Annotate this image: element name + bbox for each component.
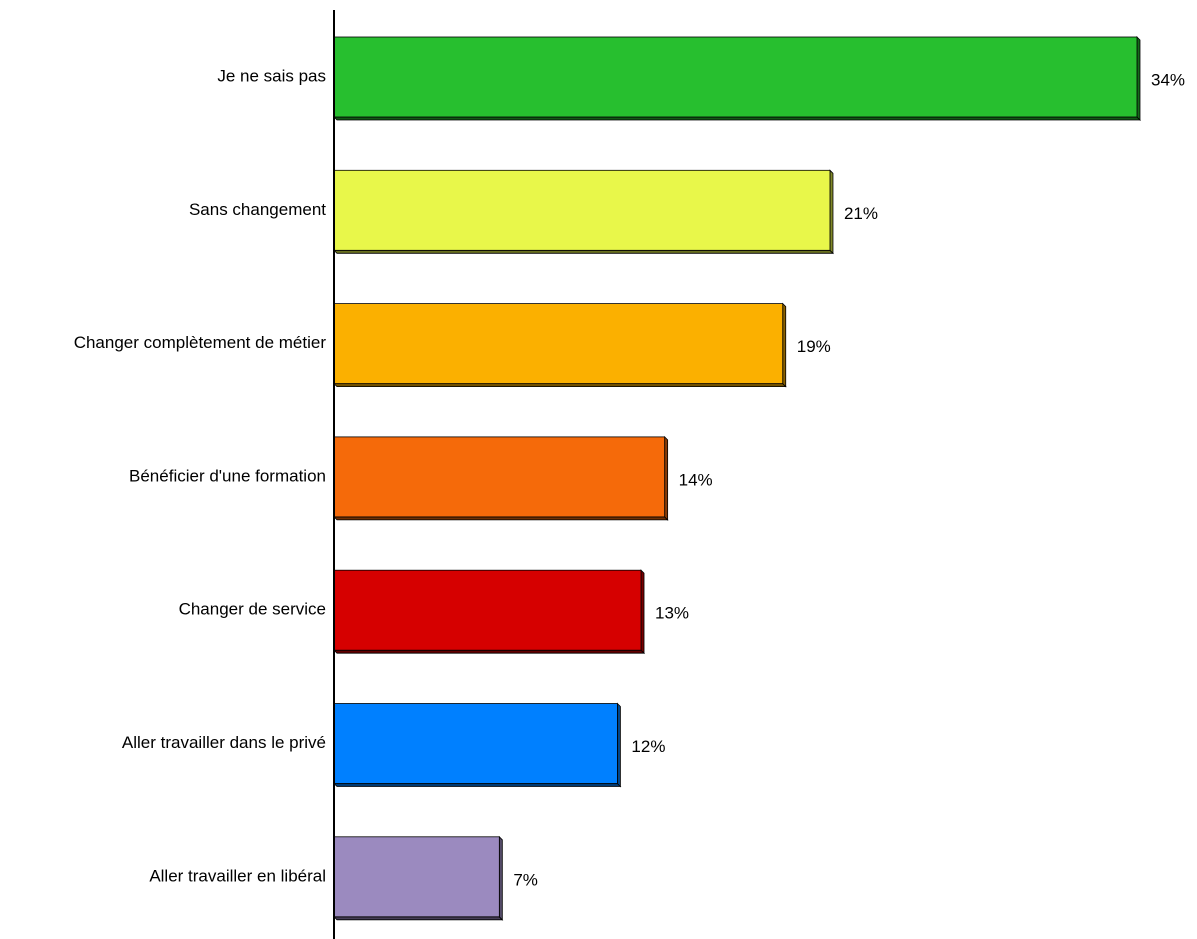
bar-group: Je ne sais pas 34% [217, 36, 1185, 121]
value-label: 7% [513, 870, 538, 889]
bar [333, 436, 666, 518]
category-label: Aller travailler dans le privé [122, 733, 326, 752]
bar-bottom [333, 783, 622, 787]
bar [333, 169, 831, 251]
category-label: Bénéficier d'une formation [129, 466, 326, 485]
bar-bottom [333, 649, 645, 654]
bar-side [617, 702, 621, 788]
bar-bottom [333, 249, 834, 254]
bar-group: Bénéficier d'une formation 14% [129, 435, 713, 521]
bar-side [640, 569, 645, 655]
bar [333, 836, 500, 918]
bar-bottom [333, 383, 787, 388]
value-label: 19% [797, 337, 831, 356]
bar-side [498, 835, 503, 921]
value-label: 12% [631, 737, 665, 756]
bar-side [782, 302, 787, 388]
category-label: Changer de service [179, 600, 326, 619]
bar-group: Changer de service 13% [179, 569, 689, 655]
value-label: 21% [844, 204, 878, 223]
bar [333, 36, 1138, 118]
category-label: Changer complètement de métier [74, 333, 327, 352]
category-label: Je ne sais pas [217, 66, 326, 85]
value-label: 14% [679, 470, 713, 489]
bar-group: Aller travailler en libéral 7% [149, 835, 538, 921]
bars-layer: Je ne sais pas 34% Sans changement 21% Chang… [74, 36, 1185, 921]
category-label: Sans changement [189, 200, 326, 219]
bar-group: Aller travailler dans le privé 12% [122, 702, 665, 788]
bar-side [829, 169, 834, 255]
bar-side [664, 435, 669, 521]
bar-group: Sans changement 21% [189, 169, 878, 255]
value-label: 34% [1151, 70, 1185, 89]
bar-group: Changer complètement de métier 19% [74, 302, 831, 388]
category-label: Aller travailler en libéral [149, 866, 326, 885]
bar-bottom [333, 116, 1141, 121]
bar [333, 303, 784, 385]
bar-bottom [333, 916, 504, 921]
bar [333, 703, 618, 784]
bar-bottom [333, 516, 669, 521]
bar-side [1136, 36, 1141, 121]
bar [333, 569, 642, 651]
value-label: 13% [655, 604, 689, 623]
